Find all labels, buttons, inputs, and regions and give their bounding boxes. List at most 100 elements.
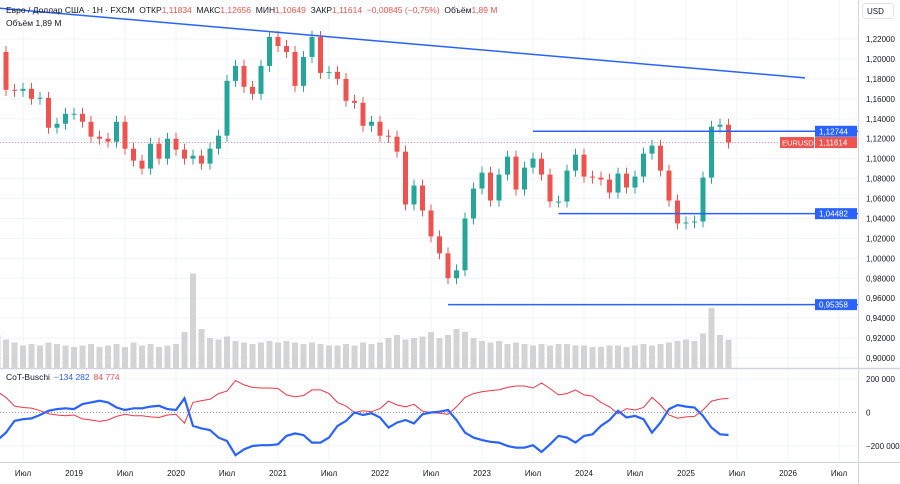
symbol-tag: EURUSD bbox=[782, 139, 814, 148]
time-tick-label: Июл bbox=[321, 469, 338, 478]
current-price-badge-bg bbox=[815, 137, 857, 149]
volume-bar bbox=[453, 329, 460, 368]
candle-body bbox=[437, 236, 442, 254]
cot-red-line bbox=[0, 379, 729, 425]
candle-body bbox=[190, 155, 196, 159]
candle-body bbox=[216, 135, 221, 149]
time-tick-label: Июл bbox=[831, 469, 848, 478]
candle-body bbox=[369, 121, 374, 126]
volume-bar bbox=[368, 344, 375, 368]
volume-bar bbox=[377, 342, 383, 368]
high-value: 1,12656 bbox=[220, 5, 252, 15]
cot-legend[interactable]: CoT-Buschi −134 282 84 774 bbox=[6, 372, 120, 382]
volume-label: Объём bbox=[444, 5, 472, 15]
candle-body bbox=[428, 210, 434, 237]
cot-tick-label: 200 000 bbox=[866, 375, 895, 384]
candle-body bbox=[258, 65, 264, 94]
volume-bar bbox=[20, 345, 26, 368]
price-tick-label: 1,22000 bbox=[866, 35, 895, 44]
volume-bar bbox=[241, 342, 247, 368]
candle-body bbox=[343, 78, 349, 101]
time-tick-label: 2026 bbox=[779, 469, 797, 478]
candle-body bbox=[46, 97, 51, 128]
candle-body bbox=[54, 123, 60, 128]
price-tick-label: 1,14000 bbox=[866, 115, 895, 124]
volume-bar bbox=[258, 342, 264, 368]
candle-body bbox=[105, 138, 111, 142]
candle-body bbox=[318, 37, 323, 73]
volume-bar bbox=[691, 341, 698, 368]
volume-bar bbox=[300, 344, 307, 368]
volume-bar bbox=[334, 345, 341, 368]
candle-body bbox=[547, 174, 553, 202]
candle-body bbox=[709, 126, 714, 178]
volume-bar bbox=[207, 338, 213, 368]
volume-bar bbox=[190, 273, 196, 368]
level-price-badge-bg bbox=[815, 125, 857, 137]
candle-body bbox=[530, 158, 536, 168]
candle-body bbox=[12, 89, 17, 91]
volume-bar bbox=[462, 332, 468, 368]
time-tick-label: Июл bbox=[423, 469, 440, 478]
volume-bar bbox=[640, 344, 647, 368]
candle-body bbox=[522, 167, 527, 190]
volume-bar bbox=[708, 308, 715, 368]
candle-body bbox=[420, 185, 425, 211]
volume-bar bbox=[275, 342, 281, 368]
candle-body bbox=[207, 148, 213, 164]
volume-legend[interactable]: Объём 1,89 M bbox=[6, 18, 62, 28]
level-price-badge-bg bbox=[815, 208, 857, 220]
time-tick-label: Июл bbox=[117, 469, 134, 478]
candle-body bbox=[71, 113, 77, 115]
candle-body bbox=[556, 201, 561, 203]
candle-body bbox=[624, 173, 629, 188]
trendline bbox=[0, 7, 806, 79]
volume-bar bbox=[79, 345, 86, 368]
volume-bar bbox=[122, 347, 128, 368]
candle-body bbox=[641, 153, 646, 177]
volume-bar bbox=[445, 335, 451, 368]
candle-body bbox=[377, 121, 383, 136]
volume-value: 1,89 M bbox=[471, 5, 498, 15]
volume-bar bbox=[606, 345, 613, 368]
price-tick-label: 0,94000 bbox=[866, 314, 895, 323]
candle-body bbox=[479, 172, 485, 189]
volume-bar bbox=[11, 342, 18, 368]
volume-bar bbox=[572, 345, 579, 368]
volume-bar bbox=[555, 344, 562, 368]
close-label: ЗАКР bbox=[310, 5, 332, 15]
symbol-tag-bg bbox=[780, 137, 814, 149]
currency-button[interactable]: USD bbox=[862, 3, 894, 19]
symbol-legend: Евро / Доллар США · 1Н · FXCM ОТКР1,1183… bbox=[6, 5, 497, 15]
candle-body bbox=[199, 155, 204, 164]
time-tick-label: 2024 bbox=[575, 469, 593, 478]
candle-body bbox=[156, 143, 162, 159]
candle-body bbox=[471, 188, 476, 219]
price-tick-label: 0,96000 bbox=[866, 294, 895, 303]
volume-bar bbox=[598, 347, 604, 368]
price-tick-label: 1,12000 bbox=[866, 135, 895, 144]
volume-bar bbox=[419, 336, 426, 368]
price-tick-label: 1,00000 bbox=[866, 254, 895, 263]
volume-bar bbox=[54, 344, 60, 368]
volume-bar bbox=[3, 339, 9, 368]
candle-body bbox=[683, 222, 689, 224]
symbol-name[interactable]: Евро / Доллар США · 1Н · FXCM bbox=[6, 5, 135, 15]
level-price-badge: 0,95358 bbox=[819, 301, 848, 310]
cot-tick-label: 0 bbox=[866, 409, 871, 418]
volume-bar bbox=[45, 342, 52, 368]
volume-bar bbox=[292, 342, 298, 368]
price-tick-label: 1,02000 bbox=[866, 234, 895, 243]
candle-body bbox=[335, 71, 340, 79]
candle-body bbox=[496, 174, 502, 201]
volume-bar bbox=[521, 344, 528, 368]
candle-body bbox=[513, 156, 519, 190]
volume-bar bbox=[666, 342, 672, 368]
volume-bar bbox=[62, 345, 69, 368]
volume-bar bbox=[394, 335, 400, 368]
volume-bar bbox=[147, 344, 154, 368]
volume-bar bbox=[683, 339, 689, 368]
volume-bar bbox=[37, 345, 43, 368]
volume-bar bbox=[343, 344, 349, 368]
